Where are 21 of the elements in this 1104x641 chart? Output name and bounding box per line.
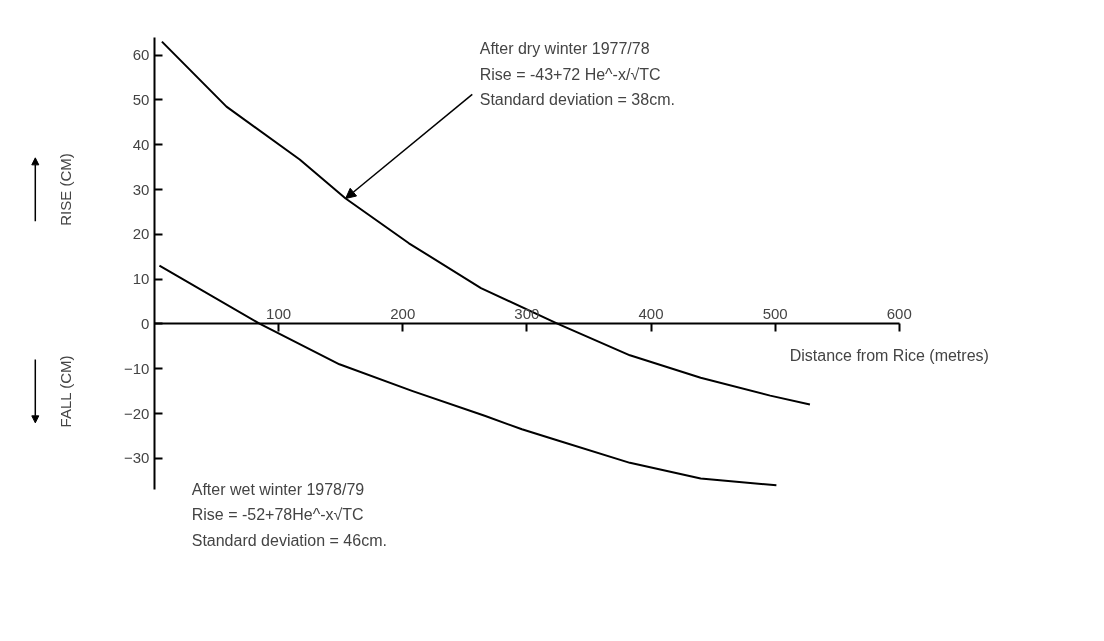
y-tick-label: 50 xyxy=(132,90,150,108)
x-tick-label: 400 xyxy=(638,304,664,322)
x-tick-label: 100 xyxy=(266,304,292,322)
y-tick-label: −20 xyxy=(124,404,150,422)
y-tick-label: 0 xyxy=(141,314,150,332)
y-axis-title: RISE (CM) xyxy=(56,153,74,226)
y-tick-label: 30 xyxy=(132,180,150,198)
x-tick-label: 600 xyxy=(886,304,912,322)
y-tick-label: −10 xyxy=(124,359,150,377)
x-tick-label: 200 xyxy=(390,304,416,322)
annotation: After wet winter 1978/79 Rise = -52+78He^-x√TC Standard deviation = 46cm. xyxy=(191,480,387,549)
annotation: After dry winter 1977/78 Rise = -43+72 He^-x/√TC Standard deviation = 38cm. xyxy=(479,40,675,109)
x-axis-title: Distance from Rice (metres) xyxy=(789,346,989,364)
y-tick-label: 20 xyxy=(132,225,150,243)
y-tick-label: 60 xyxy=(132,46,150,64)
y-tick-label: 40 xyxy=(132,135,150,153)
text: FALL (CM) xyxy=(56,355,74,428)
y-tick-label: 10 xyxy=(132,270,150,288)
y-tick-label: −30 xyxy=(124,449,150,467)
x-tick-label: 300 xyxy=(514,304,540,322)
x-tick-label: 500 xyxy=(762,304,788,322)
